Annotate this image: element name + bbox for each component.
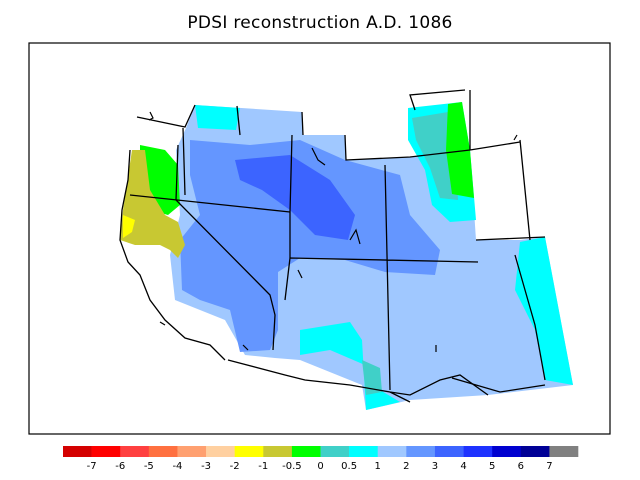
map-title: PDSI reconstruction A.D. 1086	[187, 13, 453, 33]
colorbar-tick-label: 6	[518, 461, 524, 472]
colorbar-tick-label: -6	[115, 461, 125, 472]
region-near-normal-ne	[446, 102, 474, 198]
colorbar-tick-label: -3	[201, 461, 211, 472]
colorbar-tick-label: 1	[375, 461, 381, 472]
colorbar-swatch	[148, 446, 178, 457]
colorbar-swatch	[320, 446, 350, 457]
region-dry-west	[123, 215, 135, 238]
colorbar-swatch	[377, 446, 407, 457]
colorbar-swatch	[520, 446, 550, 457]
colorbar-swatch	[406, 446, 436, 457]
region-slightly-wet-south	[362, 360, 382, 395]
colorbar-swatch	[492, 446, 522, 457]
colorbar-tick-label: 4	[460, 461, 466, 472]
colorbar-tick-label: 2	[403, 461, 409, 472]
colorbar-tick-label: -0.5	[282, 461, 302, 472]
region-wet-east	[515, 237, 573, 385]
colorbar-tick-label: -7	[87, 461, 97, 472]
colorbar-swatch	[63, 446, 92, 457]
colorbar-tick-label: -5	[144, 461, 154, 472]
colorbar-swatch	[463, 446, 493, 457]
colorbar-tick-label: 0	[317, 461, 323, 472]
colorbar-swatch	[206, 446, 235, 457]
colorbar-tick-label: 5	[489, 461, 495, 472]
colorbar-tick-label: 0.5	[341, 461, 357, 472]
colorbar-swatch	[234, 446, 264, 457]
colorbar-swatch	[177, 446, 207, 457]
region-very-wet	[180, 140, 440, 352]
colorbar-swatch	[291, 446, 321, 457]
colorbar-swatch	[434, 446, 464, 457]
colorbar-swatch	[263, 446, 293, 457]
colorbar-swatch	[349, 446, 379, 457]
colorbar-tick-label: 3	[432, 461, 438, 472]
region-drought-west	[120, 150, 185, 258]
region-extremely-wet	[235, 155, 355, 240]
state-boundaries	[119, 89, 546, 403]
region-slightly-wet-ne	[412, 112, 458, 200]
colorbar-tick-label: 7	[546, 461, 552, 472]
colorbar-tick-label: -4	[172, 461, 182, 472]
colorbar-swatch	[549, 446, 579, 457]
colorbar-tick-label: -2	[230, 461, 240, 472]
colorbar-tick-label: -1	[258, 461, 268, 472]
colorbar-swatch	[91, 446, 121, 457]
lakes	[148, 111, 518, 352]
region-wet-northwest	[195, 105, 240, 130]
colorbar-swatch	[120, 446, 150, 457]
